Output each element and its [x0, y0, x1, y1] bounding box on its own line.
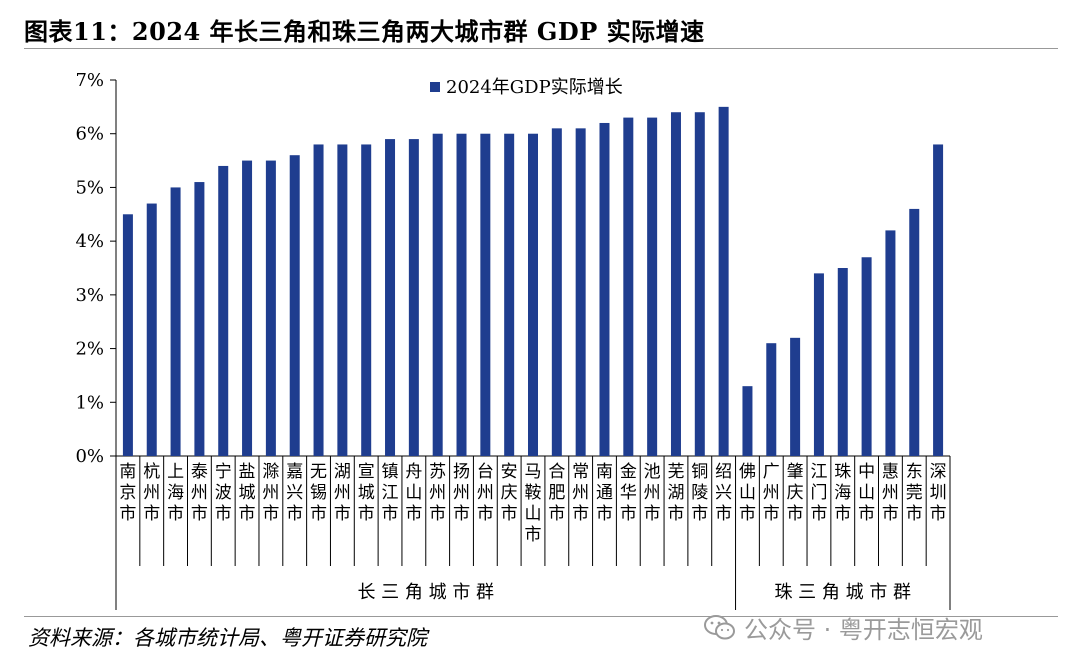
bar: [694, 112, 705, 456]
source-divider: [24, 616, 1058, 617]
x-category-label: 合肥市: [548, 462, 565, 524]
wechat-icon: [704, 614, 735, 639]
watermark: 公众号 · 粤开志恒宏观: [704, 610, 983, 645]
x-category-label: 镇江市: [382, 462, 399, 524]
x-category-label: 珠海市: [834, 462, 851, 524]
x-category-label: 滁州市: [262, 462, 279, 524]
y-tick-label: 4%: [75, 231, 104, 252]
x-category-label: 铜陵市: [691, 462, 708, 524]
bar: [289, 155, 300, 456]
bar: [170, 187, 181, 456]
title-divider: [24, 48, 1058, 49]
x-category-label: 中山市: [858, 462, 875, 524]
legend-swatch: [430, 82, 440, 92]
x-category-label: 广州市: [763, 462, 780, 524]
bar: [718, 106, 729, 456]
x-category-label: 绍兴市: [715, 462, 732, 524]
bar: [575, 128, 586, 457]
source-note: 资料来源：各城市统计局、粤开证券研究院: [28, 626, 427, 650]
bar: [909, 208, 920, 456]
bar: [480, 133, 491, 456]
bar: [766, 343, 777, 456]
bar: [408, 139, 419, 457]
bar: [146, 203, 157, 456]
x-category-label: 扬州市: [453, 462, 470, 524]
x-category-label: 肇庆市: [787, 462, 804, 524]
bar: [885, 230, 896, 456]
bar: [599, 122, 610, 456]
x-category-label: 舟山市: [405, 462, 422, 524]
x-category-label: 池州市: [644, 462, 661, 524]
bar: [647, 117, 658, 456]
x-category-label: 南京市: [119, 462, 136, 524]
bar: [337, 144, 348, 456]
x-category-label: 深圳市: [930, 462, 947, 524]
x-category-label: 苏州市: [429, 462, 446, 524]
bar: [551, 128, 562, 457]
y-tick-label: 3%: [75, 285, 104, 306]
bar: [361, 144, 372, 456]
bar: [504, 133, 515, 456]
bar: [861, 257, 872, 456]
x-category-label: 泰州市: [191, 462, 208, 524]
x-category-label: 无锡市: [310, 462, 327, 524]
x-category-label: 安庆市: [501, 462, 518, 524]
y-tick-label: 2%: [75, 339, 104, 360]
chart-title: 图表11：2024 年长三角和珠三角两大城市群 GDP 实际增速: [24, 17, 705, 46]
watermark-text: 公众号 · 粤开志恒宏观: [744, 616, 983, 644]
x-category-label: 上海市: [167, 462, 184, 524]
bar: [623, 117, 634, 456]
x-category-label: 南通市: [596, 462, 613, 524]
x-category-label: 芜湖市: [667, 462, 684, 524]
bar: [242, 160, 253, 457]
bar: [194, 182, 205, 457]
legend-label: 2024年GDP实际增长: [446, 77, 623, 98]
bar: [742, 386, 753, 456]
x-category-label: 东莞市: [906, 462, 923, 524]
group-label: 珠 三 角 城 市 群: [774, 582, 911, 603]
x-category-label: 马鞍山市: [525, 462, 542, 545]
bar: [456, 133, 467, 456]
bar: [933, 144, 944, 456]
y-tick-label: 6%: [75, 124, 104, 145]
x-category-label: 宣城市: [358, 462, 375, 524]
x-category-label: 湖州市: [334, 462, 351, 524]
bar: [313, 144, 324, 456]
x-category-label: 金华市: [620, 462, 637, 524]
bar: [813, 273, 824, 456]
x-category-label: 台州市: [477, 462, 494, 524]
bar: [432, 133, 443, 456]
bar: [790, 337, 801, 456]
group-label: 长 三 角 城 市 群: [357, 582, 494, 603]
bar: [670, 112, 681, 456]
bar: [837, 268, 848, 456]
x-category-label: 嘉兴市: [286, 462, 303, 524]
x-category-label: 宁波市: [215, 462, 232, 524]
y-tick-label: 1%: [75, 392, 104, 413]
y-tick-label: 5%: [75, 177, 104, 198]
x-category-label: 佛山市: [739, 462, 756, 524]
bar: [265, 160, 276, 457]
x-category-label: 常州市: [572, 462, 589, 524]
bar: [122, 214, 133, 456]
x-category-label: 江门市: [810, 462, 827, 524]
x-category-label: 杭州市: [143, 462, 160, 524]
y-tick-label: 0%: [75, 446, 104, 467]
x-category-label: 盐城市: [239, 462, 256, 524]
bar: [385, 139, 396, 457]
bar: [528, 133, 538, 456]
x-category-label: 惠州市: [882, 462, 899, 524]
bar: [218, 165, 229, 456]
y-tick-label: 7%: [75, 70, 104, 91]
